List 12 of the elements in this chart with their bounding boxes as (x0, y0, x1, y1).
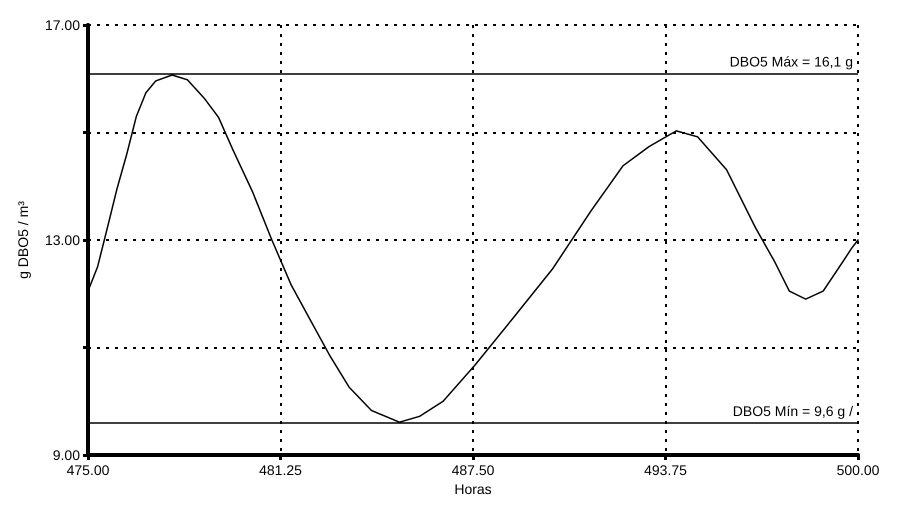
x-tick-label: 493.75 (644, 462, 688, 478)
ref-line-label: DBO5 Mín = 9,6 g / (732, 402, 854, 419)
y-tick-label: 9.00 (52, 447, 80, 463)
y-axis-title: g DBO5 / m³ (15, 200, 31, 279)
y-tick-label: 13.00 (44, 232, 80, 248)
ref-line-label: DBO5 Máx = 16,1 g (730, 53, 853, 70)
y-tick-label: 17.00 (44, 17, 80, 33)
x-tick-label: 475.00 (66, 462, 110, 478)
x-axis-title: Horas (454, 480, 492, 497)
x-tick-label: 481.25 (259, 462, 302, 478)
x-tick-label: 500.00 (836, 462, 880, 478)
x-tick-label: 487.50 (452, 462, 495, 478)
